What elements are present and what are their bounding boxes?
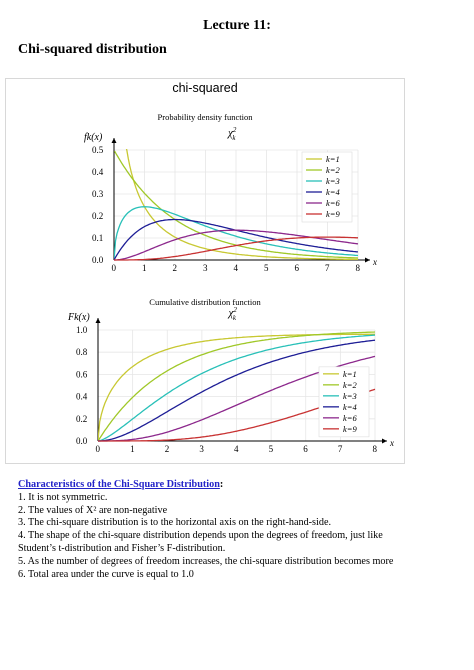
chart-subtitle: χ2 k [227, 126, 237, 142]
y-tick-label: 0.1 [92, 233, 103, 243]
y-tick-label: 0.8 [76, 347, 88, 357]
characteristic-item: 2. The values of X² are non-negative [18, 504, 168, 516]
series-line-k9 [114, 236, 358, 261]
legend-label: k=3 [343, 391, 357, 401]
x-tick-label: 8 [356, 263, 361, 273]
x-tick-label: 1 [142, 263, 147, 273]
x-tick-label: 1 [130, 444, 135, 454]
pdf-chart-title: Probability density function [157, 112, 253, 122]
x-axis-label: x [389, 438, 394, 448]
y-tick-label: 0.5 [92, 145, 104, 155]
y-tick-label: 0.4 [76, 392, 88, 402]
series-line-k3 [98, 334, 376, 442]
x-tick-label: 3 [203, 263, 208, 273]
characteristics-heading: Characteristics of the Chi-Square Distri… [18, 479, 220, 490]
legend-label: k=6 [343, 413, 358, 423]
y-axis-arrow [111, 138, 117, 143]
chi-squared-figure: chi-squared Probability density function… [5, 78, 405, 464]
characteristic-item: 5. As the number of degrees of freedom i… [18, 555, 394, 567]
y-tick-label: 0.6 [76, 369, 88, 379]
x-tick-label: 2 [173, 263, 178, 273]
characteristic-item: 6. Total area under the curve is equal t… [18, 568, 194, 580]
x-tick-label: 0 [112, 263, 117, 273]
series-line-k6 [114, 229, 359, 261]
legend-box [301, 151, 353, 223]
legend-label: k=1 [326, 154, 340, 164]
chart-subtitle-sub: k [233, 314, 237, 322]
characteristic-item: 4. The shape of the chi-square distribut… [18, 530, 383, 542]
characteristic-item: 3. The chi-square distribution is to the… [18, 517, 332, 529]
legend-label: k=1 [343, 369, 357, 379]
legend-label: k=3 [326, 176, 340, 186]
characteristic-item: 1. It is not symmetric. [18, 491, 108, 503]
y-axis-label: Fk(x) [67, 312, 90, 323]
x-axis-arrow [365, 257, 370, 263]
legend-label: k=9 [343, 424, 358, 434]
x-tick-label: 3 [199, 444, 204, 454]
figure-title: chi-squared [172, 81, 238, 95]
lecture-number: Lecture 11: [203, 18, 271, 33]
x-tick-label: 4 [234, 444, 239, 454]
x-axis-arrow [382, 438, 387, 444]
series-line-k3 [114, 206, 359, 261]
x-tick-label: 7 [338, 444, 343, 454]
y-axis-label: fk(x) [84, 132, 103, 143]
cdf-chart-title: Cumulative distribution function [149, 297, 261, 307]
x-tick-label: 8 [373, 444, 378, 454]
y-tick-label: 0.2 [76, 414, 87, 424]
y-tick-label: 1.0 [76, 325, 88, 335]
legend-label: k=9 [326, 209, 341, 219]
x-tick-label: 6 [295, 263, 300, 273]
x-tick-label: 6 [303, 444, 308, 454]
y-tick-label: 0.0 [92, 255, 104, 265]
y-tick-label: 0.0 [76, 436, 88, 446]
y-axis-arrow [95, 318, 101, 323]
series-line-k2 [98, 331, 376, 442]
x-axis-label: x [372, 257, 377, 267]
x-tick-label: 2 [165, 444, 170, 454]
x-tick-label: 4 [234, 263, 239, 273]
y-tick-label: 0.3 [92, 189, 104, 199]
chart-subtitle-sub: k [232, 134, 236, 142]
heading-colon: : [219, 479, 224, 490]
legend-label: k=2 [343, 380, 358, 390]
x-tick-label: 0 [96, 444, 101, 454]
x-tick-label: 7 [325, 263, 330, 273]
legend-label: k=4 [326, 187, 341, 197]
page-title: Chi-squared distribution [18, 42, 167, 57]
y-tick-label: 0.4 [92, 167, 104, 177]
chart-subtitle-sup: 2 [233, 306, 237, 314]
x-tick-label: 5 [269, 444, 274, 454]
characteristic-item: Student’s t-distribution and Fisher’s F-… [18, 542, 226, 554]
legend-label: k=4 [343, 402, 358, 412]
y-tick-label: 0.2 [92, 211, 103, 221]
characteristics-section: Characteristics of the Chi-Square Distri… [18, 479, 458, 581]
legend-label: k=2 [326, 165, 341, 175]
series-line-k4 [98, 339, 376, 442]
characteristics-heading-line: Characteristics of the Chi-Square Distri… [18, 479, 458, 492]
chart-subtitle-sup: 2 [233, 126, 237, 134]
chart-subtitle: χ2 k [228, 306, 238, 322]
legend-box [318, 366, 370, 438]
x-tick-label: 5 [264, 263, 269, 273]
legend-label: k=6 [326, 198, 341, 208]
